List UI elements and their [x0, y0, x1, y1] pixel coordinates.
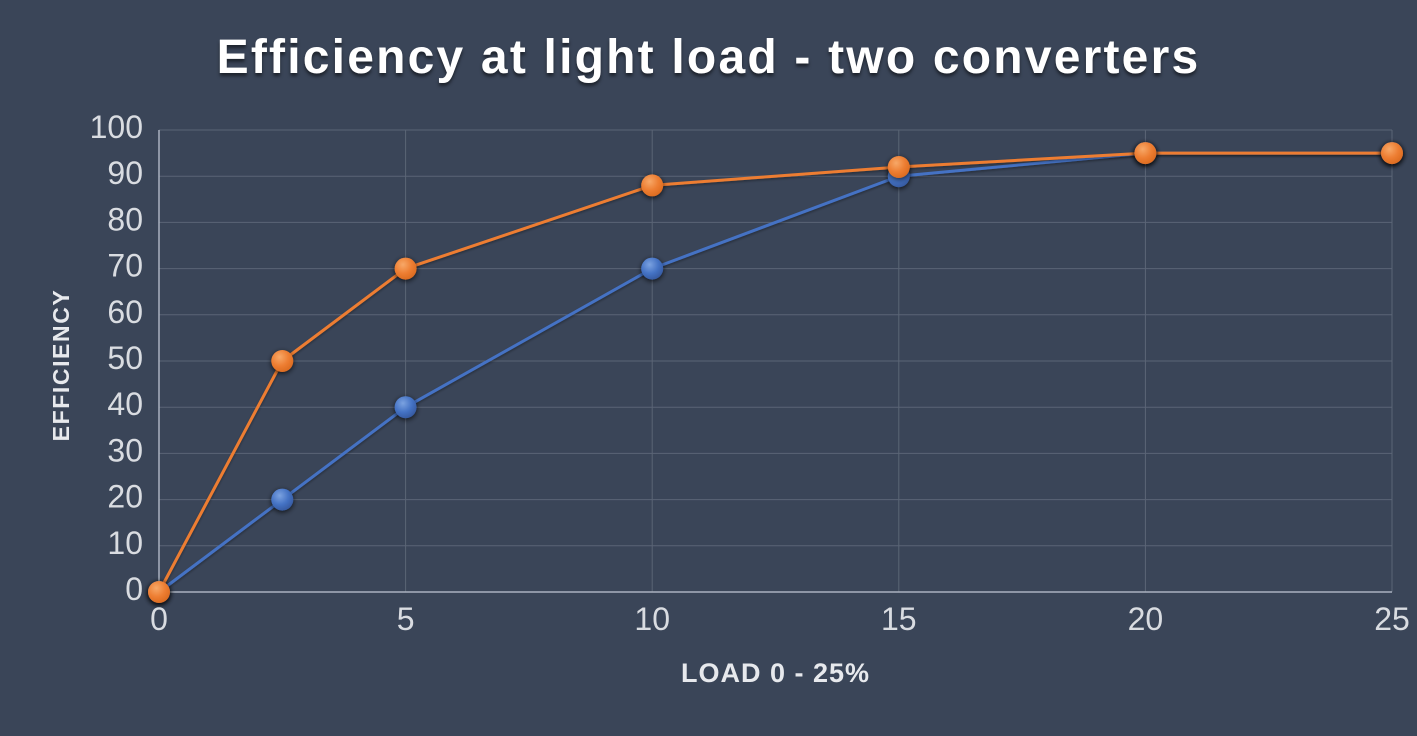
svg-text:10: 10 — [107, 525, 143, 561]
svg-text:5: 5 — [397, 601, 415, 637]
svg-text:70: 70 — [107, 248, 143, 284]
svg-text:50: 50 — [107, 340, 143, 376]
svg-text:60: 60 — [107, 294, 143, 330]
svg-text:15: 15 — [881, 601, 917, 637]
svg-text:80: 80 — [107, 201, 143, 237]
svg-text:100: 100 — [90, 109, 143, 145]
svg-text:0: 0 — [150, 601, 168, 637]
svg-text:30: 30 — [107, 432, 143, 468]
svg-text:0: 0 — [125, 571, 143, 607]
svg-text:20: 20 — [1128, 601, 1164, 637]
svg-text:40: 40 — [107, 386, 143, 422]
svg-text:25: 25 — [1374, 601, 1410, 637]
svg-text:10: 10 — [634, 601, 670, 637]
svg-text:20: 20 — [107, 479, 143, 515]
svg-text:90: 90 — [107, 155, 143, 191]
